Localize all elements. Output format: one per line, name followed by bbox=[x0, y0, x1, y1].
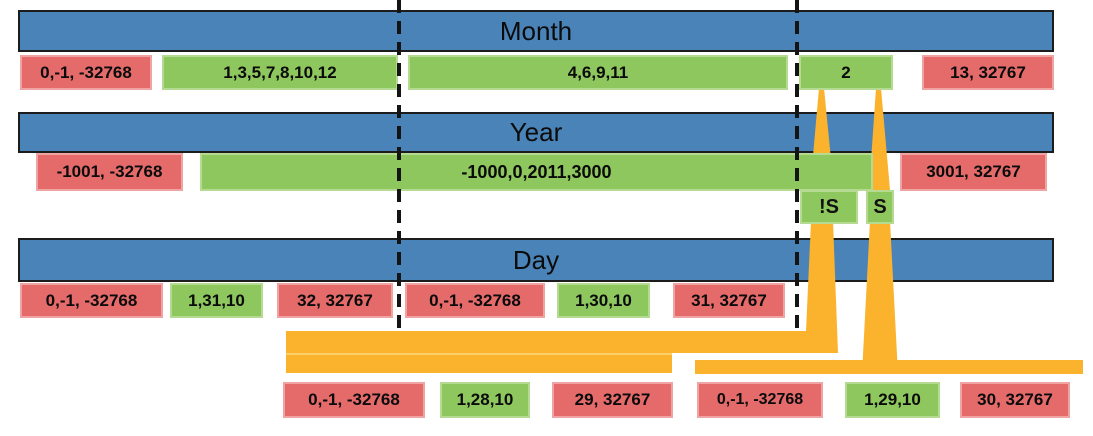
day31-class-invalid-low: 0,-1, -32768 bbox=[20, 283, 163, 318]
month-class-invalid-low: 0,-1, -32768 bbox=[20, 55, 152, 90]
day30-class-valid: 1,30,10 bbox=[557, 283, 650, 318]
year-class-valid: -1000,0,2011,3000 bbox=[200, 153, 873, 191]
partition-divider-left bbox=[397, 0, 401, 334]
month-class-february: 2 bbox=[799, 55, 893, 90]
feb-leap-track bbox=[695, 360, 1083, 374]
leap-flag-box: S bbox=[866, 190, 894, 224]
month-bar: Month bbox=[18, 10, 1054, 52]
feb29-class-invalid-high: 30, 32767 bbox=[960, 382, 1070, 418]
feb28-class-valid: 1,28,10 bbox=[440, 382, 530, 418]
feb-nonleap-track-upper bbox=[286, 331, 837, 353]
month-class-31day-months: 1,3,5,7,8,10,12 bbox=[162, 55, 398, 90]
day-bar: Day bbox=[18, 238, 1054, 282]
year-class-invalid-low: -1001, -32768 bbox=[36, 153, 183, 191]
nonleap-flag-box: !S bbox=[800, 190, 858, 224]
feb28-class-invalid-high: 29, 32767 bbox=[552, 382, 673, 418]
feb29-class-invalid-low: 0,-1, -32768 bbox=[697, 382, 823, 418]
feb28-class-invalid-low: 0,-1, -32768 bbox=[283, 382, 425, 418]
day31-class-valid: 1,31,10 bbox=[170, 283, 263, 318]
year-class-invalid-high: 3001, 32767 bbox=[900, 153, 1047, 191]
feb29-class-valid: 1,29,10 bbox=[845, 382, 940, 418]
day31-class-invalid-high: 32, 32767 bbox=[277, 283, 393, 318]
day30-class-invalid-low: 0,-1, -32768 bbox=[405, 283, 545, 318]
partition-divider-right bbox=[795, 0, 799, 331]
feb-nonleap-track-lower bbox=[286, 353, 672, 373]
year-bar: Year bbox=[18, 112, 1054, 153]
month-class-invalid-high: 13, 32767 bbox=[922, 55, 1054, 90]
month-class-30day-months: 4,6,9,11 bbox=[408, 55, 788, 90]
day30-class-invalid-high: 31, 32767 bbox=[673, 283, 785, 318]
